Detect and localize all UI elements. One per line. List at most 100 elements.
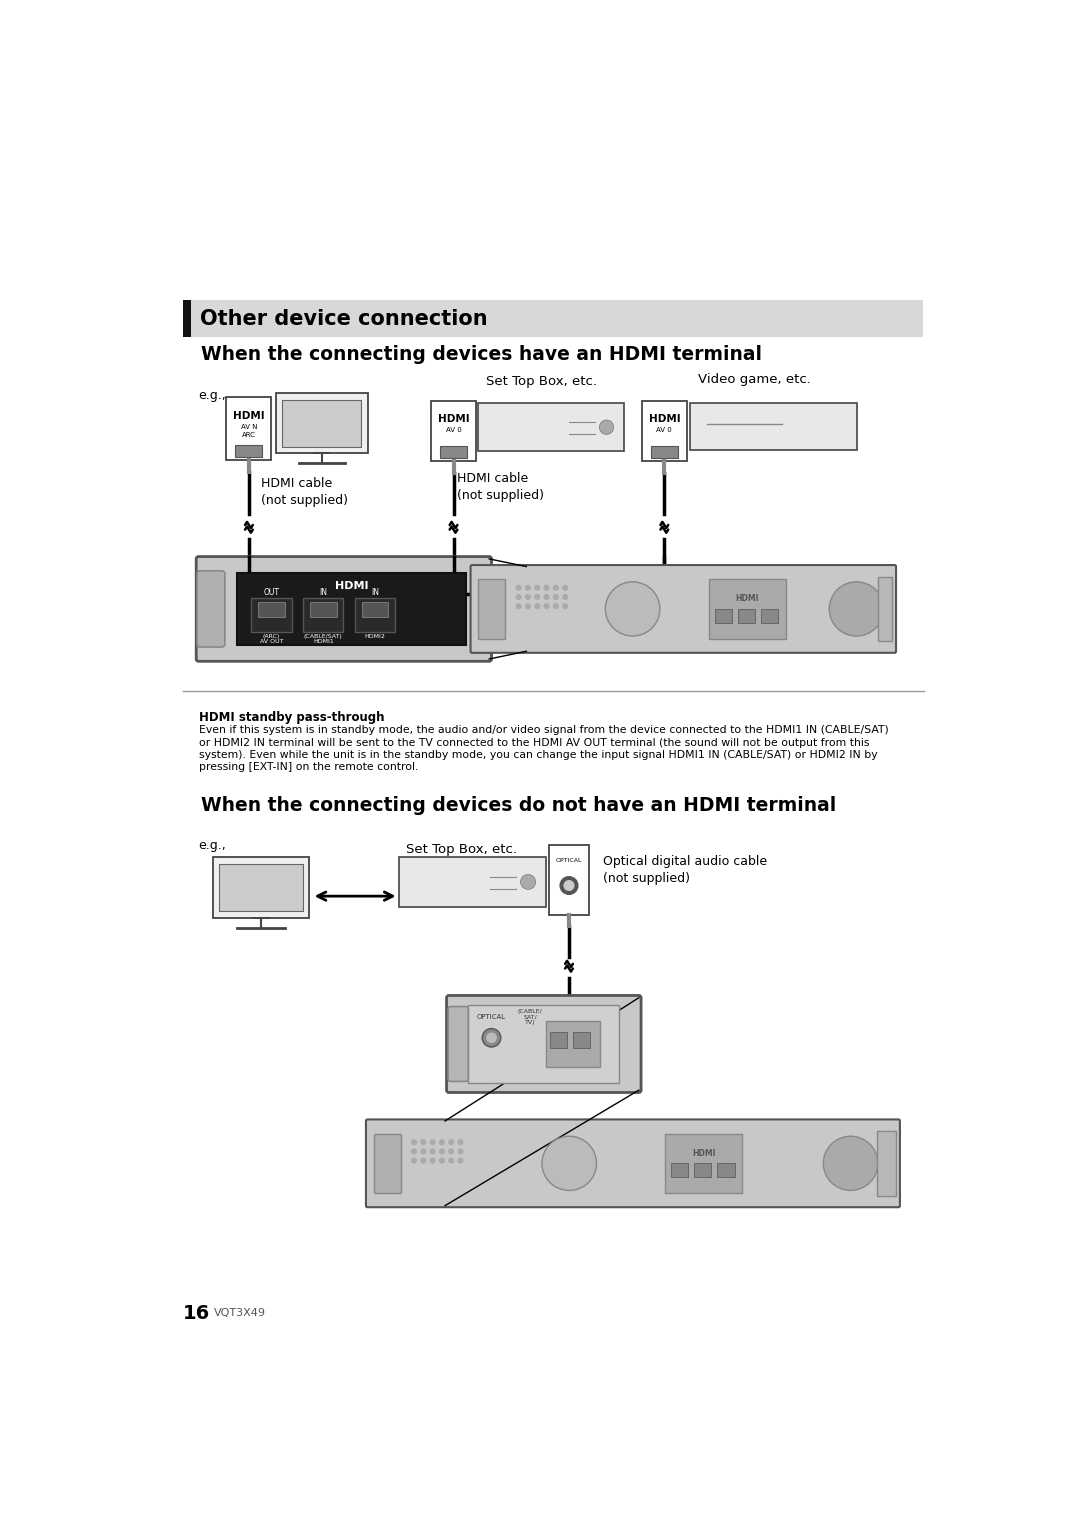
Circle shape bbox=[544, 586, 549, 591]
Bar bbox=[545, 1021, 600, 1067]
Circle shape bbox=[516, 604, 521, 609]
FancyBboxPatch shape bbox=[446, 995, 642, 1093]
Bar bbox=[694, 1163, 712, 1177]
FancyBboxPatch shape bbox=[448, 1007, 469, 1082]
Circle shape bbox=[449, 1149, 454, 1154]
Text: Set Top Box, etc.: Set Top Box, etc. bbox=[406, 842, 517, 856]
Text: (ARC)
AV OUT: (ARC) AV OUT bbox=[259, 633, 283, 644]
Bar bbox=[651, 446, 678, 458]
Bar bbox=[708, 580, 786, 638]
Text: e.g.,: e.g., bbox=[199, 389, 227, 403]
Circle shape bbox=[482, 1029, 501, 1047]
Bar bbox=[183, 301, 923, 337]
Bar bbox=[469, 1006, 619, 1083]
Text: HDMI: HDMI bbox=[692, 1149, 715, 1158]
Text: Video game, etc.: Video game, etc. bbox=[698, 372, 810, 386]
Circle shape bbox=[542, 1137, 596, 1190]
Text: HDMI: HDMI bbox=[233, 410, 265, 421]
FancyBboxPatch shape bbox=[197, 571, 225, 647]
Text: IN: IN bbox=[372, 588, 379, 597]
Bar bbox=[374, 1134, 401, 1193]
Text: OPTICAL: OPTICAL bbox=[477, 1013, 507, 1019]
Bar bbox=[303, 598, 343, 632]
Circle shape bbox=[829, 581, 883, 636]
Bar bbox=[478, 403, 624, 452]
Circle shape bbox=[440, 1140, 444, 1144]
Text: AV 0: AV 0 bbox=[657, 427, 672, 433]
Bar bbox=[431, 401, 476, 461]
Text: system). Even while the unit is in the standby mode, you can change the input si: system). Even while the unit is in the s… bbox=[199, 749, 877, 760]
Bar bbox=[276, 394, 367, 453]
Circle shape bbox=[535, 604, 540, 609]
Text: HDMI: HDMI bbox=[335, 581, 368, 591]
Circle shape bbox=[430, 1140, 435, 1144]
Bar bbox=[642, 401, 687, 461]
Text: OUT: OUT bbox=[264, 588, 280, 597]
Bar bbox=[238, 572, 465, 645]
Text: Optical digital audio cable
(not supplied): Optical digital audio cable (not supplie… bbox=[603, 855, 767, 885]
Bar bbox=[878, 577, 892, 641]
Circle shape bbox=[421, 1158, 426, 1163]
Bar bbox=[440, 446, 467, 458]
Circle shape bbox=[521, 874, 536, 890]
Circle shape bbox=[563, 595, 567, 600]
Text: or HDMI2 IN terminal will be sent to the TV connected to the HDMI AV OUT termina: or HDMI2 IN terminal will be sent to the… bbox=[199, 737, 869, 748]
Text: HDMI2: HDMI2 bbox=[365, 633, 386, 638]
Bar bbox=[252, 598, 292, 632]
Bar bbox=[219, 864, 302, 911]
Text: HDMI standby pass-through: HDMI standby pass-through bbox=[199, 711, 384, 723]
Text: VQT3X49: VQT3X49 bbox=[214, 1308, 266, 1318]
Circle shape bbox=[599, 420, 613, 435]
Circle shape bbox=[487, 1033, 496, 1042]
Circle shape bbox=[564, 881, 573, 890]
Circle shape bbox=[430, 1149, 435, 1154]
Circle shape bbox=[516, 586, 521, 591]
Bar bbox=[717, 1163, 734, 1177]
Bar bbox=[665, 1134, 742, 1193]
Circle shape bbox=[440, 1158, 444, 1163]
Circle shape bbox=[449, 1158, 454, 1163]
Text: e.g.,: e.g., bbox=[199, 839, 227, 852]
Bar bbox=[572, 1032, 590, 1048]
Bar bbox=[227, 397, 271, 461]
Circle shape bbox=[458, 1149, 463, 1154]
Circle shape bbox=[516, 595, 521, 600]
Circle shape bbox=[458, 1140, 463, 1144]
Text: IN: IN bbox=[320, 588, 327, 597]
Circle shape bbox=[544, 595, 549, 600]
Bar bbox=[283, 400, 361, 447]
Bar bbox=[671, 1163, 688, 1177]
Text: (CABLE/
SAT/
TV): (CABLE/ SAT/ TV) bbox=[518, 1009, 542, 1025]
Circle shape bbox=[421, 1140, 426, 1144]
Circle shape bbox=[535, 586, 540, 591]
Text: pressing [EXT-IN] on the remote control.: pressing [EXT-IN] on the remote control. bbox=[199, 761, 418, 772]
Text: When the connecting devices have an HDMI terminal: When the connecting devices have an HDMI… bbox=[201, 345, 761, 363]
Circle shape bbox=[563, 586, 567, 591]
Circle shape bbox=[440, 1149, 444, 1154]
Text: Set Top Box, etc.: Set Top Box, etc. bbox=[486, 375, 597, 388]
Circle shape bbox=[449, 1140, 454, 1144]
Text: Other device connection: Other device connection bbox=[200, 308, 488, 328]
Text: HDMI: HDMI bbox=[735, 594, 759, 603]
Circle shape bbox=[526, 604, 530, 609]
Circle shape bbox=[561, 877, 578, 894]
Bar bbox=[549, 845, 590, 914]
Text: ARC: ARC bbox=[242, 432, 256, 438]
Circle shape bbox=[554, 586, 558, 591]
Circle shape bbox=[606, 581, 660, 636]
Circle shape bbox=[526, 586, 530, 591]
Text: AV 0: AV 0 bbox=[446, 427, 461, 433]
Circle shape bbox=[458, 1158, 463, 1163]
Bar bbox=[310, 601, 337, 618]
Circle shape bbox=[411, 1140, 416, 1144]
FancyBboxPatch shape bbox=[366, 1120, 900, 1207]
Circle shape bbox=[544, 604, 549, 609]
Text: HDMI cable
(not supplied): HDMI cable (not supplied) bbox=[458, 472, 544, 502]
Circle shape bbox=[421, 1149, 426, 1154]
Circle shape bbox=[411, 1158, 416, 1163]
Bar bbox=[877, 1131, 895, 1195]
Text: OPTICAL: OPTICAL bbox=[556, 858, 582, 864]
Bar bbox=[715, 609, 732, 623]
Bar bbox=[399, 858, 545, 906]
Text: HDMI: HDMI bbox=[437, 414, 470, 424]
